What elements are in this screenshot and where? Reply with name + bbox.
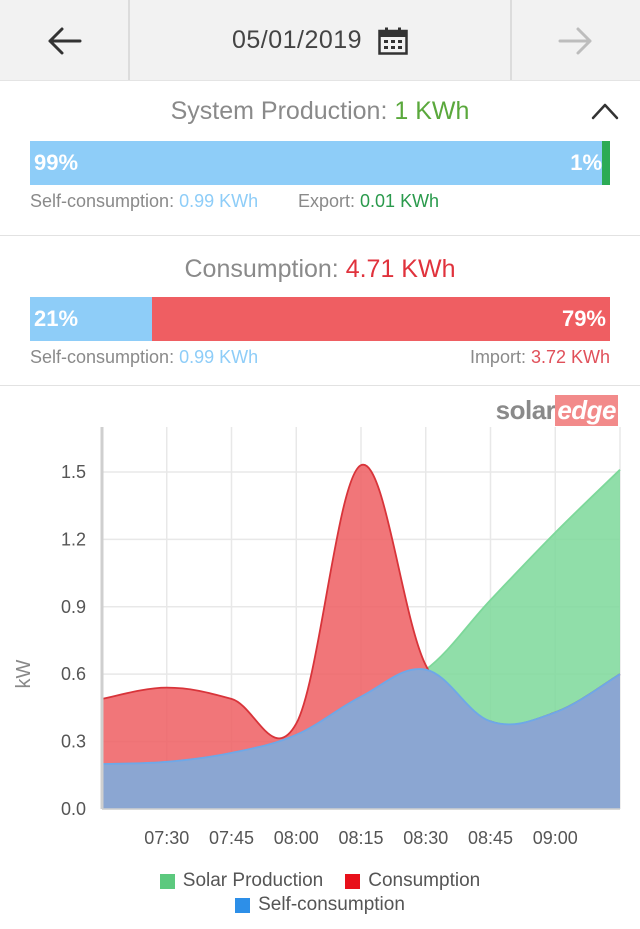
consumption-import: Import: 3.72 KWh: [470, 347, 610, 368]
x-tick-label: 08:30: [403, 828, 448, 848]
self-consumption-line: [101, 668, 621, 765]
date-navigation-bar: 05/01/2019: [0, 0, 640, 81]
consumption-summary: Consumption: 4.71 KWh 21% 79% Self-consu…: [0, 237, 640, 386]
chevron-up-icon[interactable]: [590, 101, 620, 121]
consumption-import-segment: 79%: [152, 297, 610, 341]
legend-solar-production[interactable]: Solar Production: [159, 870, 324, 892]
solaredge-logo: solar edge: [496, 395, 618, 426]
y-tick-label: 1.5: [61, 462, 86, 482]
legend-swatch-self: [235, 897, 251, 913]
chart-legend: Solar Production Consumption Self-consum…: [0, 870, 640, 916]
legend-swatch-solar: [159, 873, 175, 889]
production-self-segment: 99%: [30, 141, 602, 185]
legend-consumption[interactable]: Consumption: [345, 870, 480, 892]
legend-label-self: Self-consumption: [258, 894, 405, 915]
power-chart-svg: 0.0 0.3 0.6 0.9 1.2 1.5 07:30 07:45 08:00 08:15 08…: [13, 427, 621, 848]
consumption-self-segment: 21%: [30, 297, 152, 341]
self-consumption-area: [102, 669, 620, 809]
production-self-label: Self-consumption:: [30, 191, 180, 211]
production-value: 1 KWh: [394, 97, 470, 125]
y-tick-label: 1.2: [61, 529, 86, 549]
production-self-consumption: Self-consumption: 0.99 KWh: [30, 191, 258, 212]
next-day-button[interactable]: [510, 0, 640, 81]
consumption-import-pct: 79%: [561, 306, 606, 331]
x-tick-label: 08:00: [274, 828, 319, 848]
y-tick-label: 0.3: [61, 732, 86, 752]
production-label: System Production:: [170, 97, 395, 125]
logo-solar: solar: [495, 395, 556, 425]
consumption-import-value: 3.72 KWh: [530, 347, 610, 367]
y-tick-label: 0.9: [61, 597, 86, 617]
production-bar: 99% 1%: [30, 141, 610, 185]
selected-date[interactable]: 05/01/2019: [231, 26, 363, 54]
consumption-self-value: 0.99 KWh: [179, 347, 259, 367]
legend-swatch-consumption: [345, 873, 361, 889]
production-export-segment: [602, 141, 610, 185]
legend-self-consumption[interactable]: Self-consumption: [235, 894, 405, 916]
arrow-right-icon: [558, 27, 592, 54]
production-self-pct: 99%: [34, 150, 79, 175]
power-chart: 0.0 0.3 0.6 0.9 1.2 1.5 07:30 07:45 08:00 08:15 08…: [0, 387, 640, 929]
consumption-value: 4.71 KWh: [345, 255, 456, 283]
x-tick-label: 09:00: [533, 828, 578, 848]
consumption-label: Consumption:: [184, 255, 346, 283]
production-export: Export: 0.01 KWh: [298, 191, 440, 212]
production-export-value: 0.01 KWh: [360, 191, 440, 211]
y-tick-label: 0.0: [61, 799, 86, 819]
consumption-self-pct: 21%: [34, 306, 79, 331]
arrow-left-icon: [48, 27, 82, 54]
consumption-self-consumption: Self-consumption: 0.99 KWh: [30, 347, 258, 368]
x-tick-label: 08:15: [338, 828, 383, 848]
previous-day-button[interactable]: [0, 0, 130, 81]
x-tick-label: 07:45: [209, 828, 254, 848]
header-divider: [0, 80, 640, 81]
x-tick-label: 07:30: [144, 828, 189, 848]
date-picker[interactable]: 05/01/2019: [130, 0, 510, 81]
production-export-label: Export:: [298, 191, 361, 211]
calendar-icon[interactable]: [378, 27, 408, 55]
y-tick-label: 0.6: [61, 664, 86, 684]
production-self-value: 0.99 KWh: [179, 191, 259, 211]
production-title: System Production: 1 KWh: [0, 97, 640, 126]
consumption-self-label: Self-consumption:: [30, 347, 180, 367]
production-export-pct: 1%: [570, 150, 602, 175]
logo-edge: edge: [555, 395, 618, 426]
consumption-bar: 21% 79%: [30, 297, 610, 341]
y-axis-label: kW: [13, 659, 35, 688]
legend-label-solar: Solar Production: [182, 870, 324, 891]
consumption-title: Consumption: 4.71 KWh: [0, 255, 640, 284]
legend-label-consumption: Consumption: [368, 870, 481, 891]
x-tick-label: 08:45: [468, 828, 513, 848]
production-summary: System Production: 1 KWh 99% 1% Self-con…: [0, 81, 640, 236]
consumption-import-label: Import:: [469, 347, 531, 367]
